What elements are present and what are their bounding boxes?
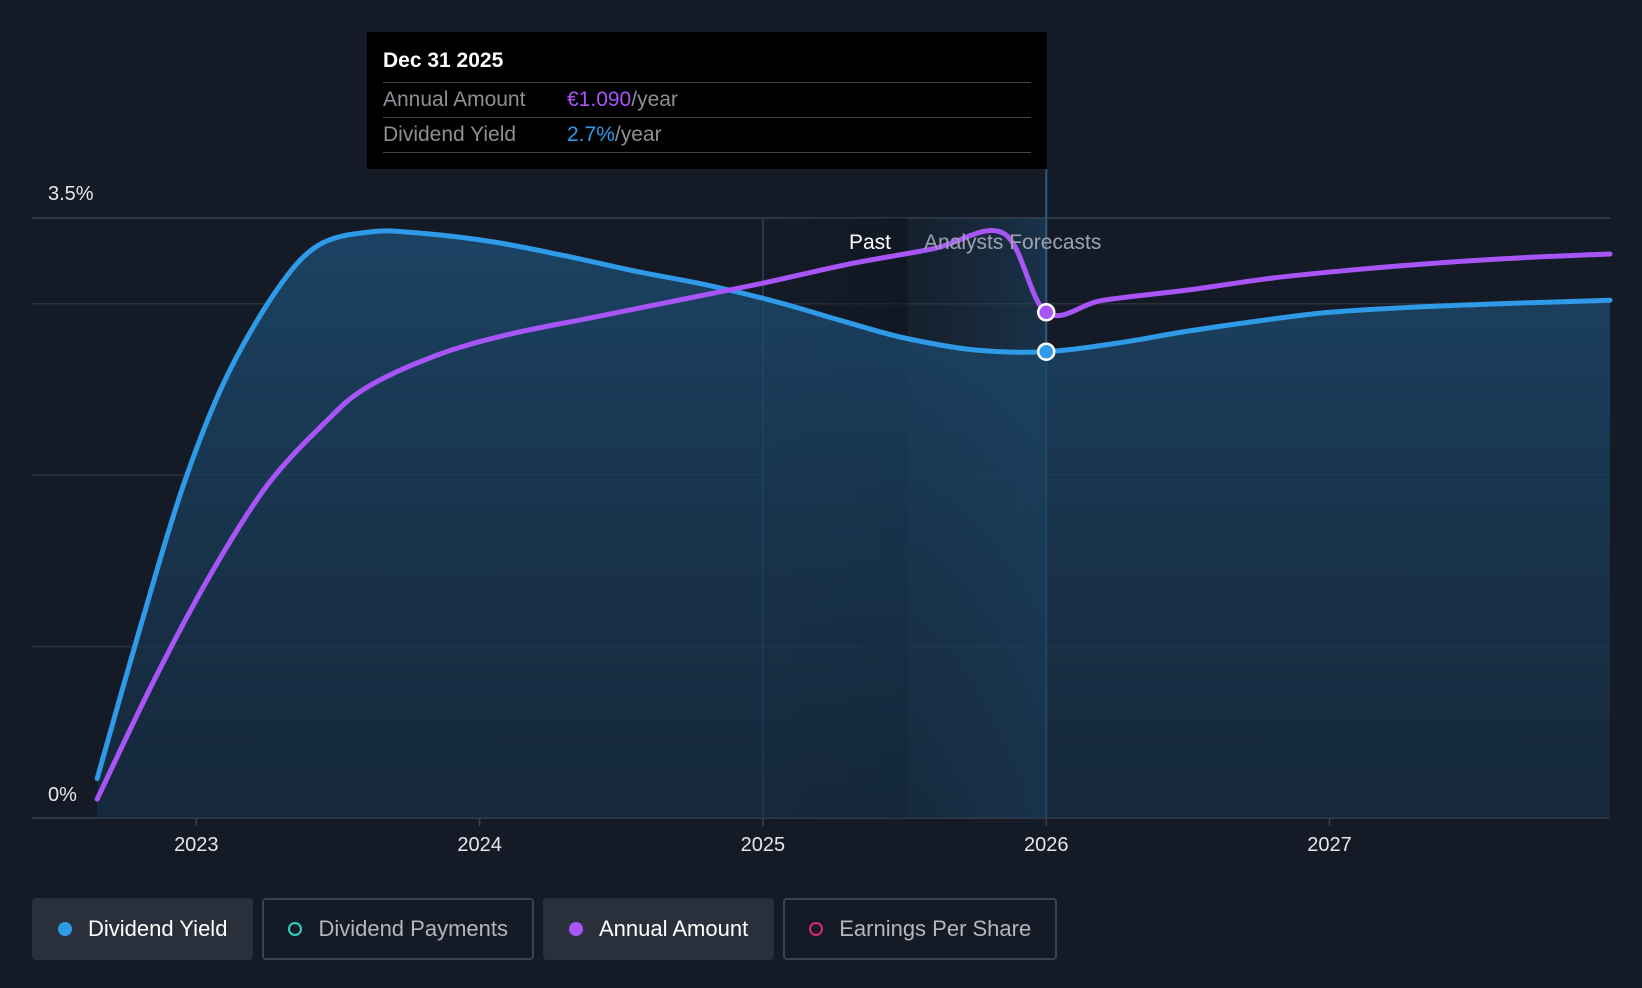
x-tick-label: 2023 — [174, 834, 219, 856]
legend-earnings-per-share[interactable]: Earnings Per Share — [783, 898, 1058, 960]
tooltip-yield-value: 2.7% — [567, 123, 615, 146]
legend-dividend-yield[interactable]: Dividend Yield — [32, 898, 254, 960]
tooltip-label: Annual Amount — [383, 88, 526, 111]
legend-label: Dividend Yield — [88, 916, 228, 941]
chart-tooltip: Dec 31 2025 Annual Amount €1.090/year Di… — [367, 32, 1047, 169]
tooltip-value: €1.090/year — [567, 83, 678, 117]
legend-dot-icon — [58, 922, 72, 936]
x-tick-label: 2025 — [741, 834, 786, 856]
y-axis-bottom-label: 0% — [48, 784, 77, 806]
legend-annual-amount[interactable]: Annual Amount — [542, 898, 775, 960]
tooltip-row-dividend-yield: Dividend Yield 2.7%/year — [383, 118, 1031, 153]
tooltip-row-annual-amount: Annual Amount €1.090/year — [383, 83, 1031, 118]
legend-dividend-payments[interactable]: Dividend Payments — [262, 898, 534, 960]
legend-ring-icon — [288, 922, 303, 936]
cursor-marker-annual-amount — [1036, 303, 1056, 322]
x-tick-label: 2026 — [1024, 834, 1069, 856]
tooltip-label: Dividend Yield — [383, 123, 517, 146]
tooltip-unit: /year — [614, 123, 662, 146]
legend-ring-icon — [809, 922, 824, 936]
series-line-annual-amount — [94, 227, 1613, 802]
legend-dot-icon — [568, 922, 583, 936]
forecast-region-label: Analysts Forecasts — [924, 231, 1101, 254]
legend-label: Earnings Per Share — [839, 916, 1032, 941]
cursor-marker-dividend-yield — [1036, 342, 1056, 361]
x-tick-label: 2024 — [457, 834, 502, 856]
tooltip-date: Dec 31 2025 — [383, 46, 1031, 83]
chart-legend: Dividend Yield Dividend Payments Annual … — [32, 898, 1058, 960]
past-region-label: Past — [849, 231, 891, 254]
x-tick-label: 2027 — [1307, 834, 1352, 856]
tooltip-unit: /year — [631, 88, 678, 111]
tooltip-amount-value: €1.090 — [567, 88, 632, 111]
series-line-dividend-yield — [94, 228, 1613, 782]
tooltip-value: 2.7%/year — [567, 118, 662, 152]
legend-label: Annual Amount — [598, 916, 749, 941]
series-area-dividend-yield — [97, 230, 1610, 818]
legend-label: Dividend Payments — [318, 916, 508, 941]
y-axis-top-label: 3.5% — [48, 183, 94, 205]
